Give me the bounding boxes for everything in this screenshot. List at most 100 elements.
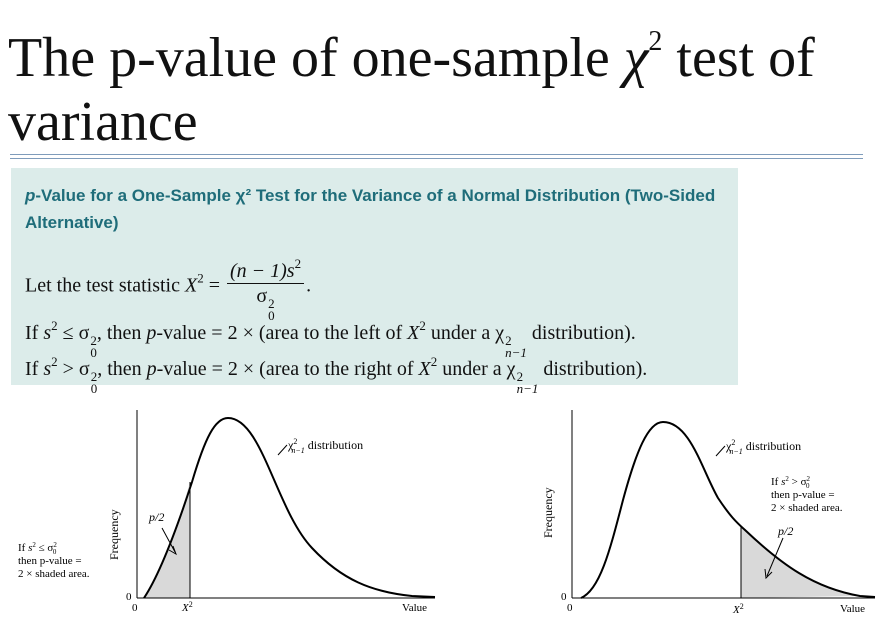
right-x2-X: X [732, 604, 741, 616]
rule-if: If [25, 322, 44, 344]
title-rule-bottom [10, 158, 863, 159]
left-p-half-label: p/2 [148, 510, 164, 524]
left-x-value-label: Value [402, 602, 427, 614]
right-dist-label: χ2 n−1 distribution [725, 438, 801, 456]
box-heading-text: -Value for a One-Sample χ² Test for the … [25, 186, 716, 232]
definition-box: p-Value for a One-Sample χ² Test for the… [11, 168, 738, 395]
rule-sigma-sub: 0 [90, 345, 97, 360]
rule-chi-scripts: 2 n−1 [505, 333, 527, 360]
statistic-formula: Let the test statistic X2 = (n − 1)s2 σ 2 0… [25, 252, 311, 322]
rule-under: under a [437, 358, 507, 380]
rule-s-exp: 2 [51, 354, 58, 369]
rule-chi-exp: 2 [505, 333, 512, 348]
rule-s: s [43, 358, 52, 380]
rule-sigma: σ [78, 322, 90, 344]
left-p-half-pointer [161, 527, 176, 553]
rule-p: p [146, 358, 157, 380]
rule-X-exp: 2 [419, 318, 426, 333]
right-note-s: s [781, 476, 785, 488]
left-dist-exp: 2 [293, 437, 297, 446]
box-heading-p: p [25, 186, 36, 205]
denominator-exp: 2 [268, 296, 275, 311]
rule-sigma-sub: 0 [90, 381, 98, 396]
rule-then: , then [97, 358, 147, 380]
right-ylabel: Frequency [541, 487, 555, 538]
right-note-line2: then p-value = [771, 489, 835, 501]
right-note-op: > σ [789, 476, 807, 488]
left-note-s-exp: 2 [32, 541, 36, 549]
left-note-line3: 2 × shaded area. [18, 568, 90, 580]
statistic-lead: Let the test statistic [25, 274, 185, 297]
left-ylabel: Frequency [107, 509, 121, 560]
right-p-half-pointer [766, 537, 784, 577]
rule-pvalue: -value = 2 × (area to the right of [156, 358, 419, 380]
left-note-s: s [28, 542, 32, 554]
left-note-sig-sub: 0 [53, 548, 57, 556]
rule-chi: χ [495, 322, 505, 344]
rule-X: X [407, 322, 420, 344]
right-x-zero: 0 [567, 602, 573, 614]
rule-under: under a [425, 322, 496, 344]
denominator-sigma: σ [256, 285, 268, 307]
title-text: The p-value of one-sample [8, 27, 624, 89]
right-note-s-exp: 2 [785, 475, 789, 483]
statistic-fraction: (n − 1)s2 σ 2 0 [226, 252, 305, 322]
left-dist-text: distribution [305, 438, 363, 452]
left-note-sig-exp: 2 [53, 541, 57, 549]
title-rule-top [10, 154, 863, 155]
rule-s: s [43, 322, 52, 344]
left-dist-label: χ2 n−1 distribution [287, 437, 363, 455]
left-y-zero: 0 [126, 591, 132, 603]
fraction-numerator: (n − 1)s2 [226, 252, 305, 284]
left-dist-pointer [277, 444, 288, 456]
rule-op: > [57, 358, 79, 380]
slide-title: The p-value of one-sample χ2 test of vari… [8, 10, 874, 154]
rule-tail: distribution). [526, 322, 636, 344]
rule-X-exp: 2 [430, 354, 438, 369]
title-chi-exponent: 2 [648, 26, 663, 57]
left-x2-label: X2 [181, 600, 193, 614]
rule-sigma-exp: 2 [90, 333, 97, 348]
right-note-if: If [771, 476, 781, 488]
left-tail-figure: Frequency χ2 n−1 distribution p/2 0 0 X 2 … [18, 410, 436, 614]
right-note: If s2 > σ2 0 then p-value = 2 × shaded ar… [771, 475, 843, 514]
right-x-value-label: Value [840, 603, 865, 615]
left-p-half-pointer-head [168, 545, 177, 556]
rule-chi: χ [506, 358, 516, 380]
rule-sigma: σ [78, 358, 90, 380]
rule-chi-exp: 2 [516, 369, 524, 384]
left-note-if: If [18, 542, 28, 554]
left-x2-X: X [181, 602, 190, 614]
right-note-sig-exp: 2 [807, 475, 811, 483]
left-chi-square-curve [143, 416, 436, 599]
right-dist-text: distribution [743, 439, 801, 453]
right-note-line3: 2 × shaded area. [771, 502, 843, 514]
left-x-zero: 0 [132, 602, 138, 614]
title-text-end: test of [662, 27, 815, 89]
left-dist-chi: χ [287, 438, 294, 452]
right-dist-exp: 2 [731, 438, 735, 447]
rule-chi-sub: n−1 [516, 381, 539, 396]
right-y-zero: 0 [561, 591, 567, 603]
left-note: If s2 ≤ σ2 0 then p-value = 2 × shaded ar… [18, 541, 90, 580]
rule-if: If [25, 358, 44, 380]
right-tail-figure: Frequency χ2 n−1 distribution If s2 > σ2 0… [541, 410, 876, 616]
rule-then: , then [96, 322, 147, 344]
rule-sigma-exp: 2 [90, 369, 98, 384]
numerator-exp: 2 [294, 256, 302, 271]
rule-tail: distribution). [538, 358, 648, 380]
rule-chi-scripts: 2 n−1 [516, 369, 539, 396]
rule-chi-sub: n−1 [505, 345, 527, 360]
rule-X: X [418, 358, 431, 380]
left-note-line2: then p-value = [18, 555, 82, 567]
title-line2: variance [8, 91, 198, 153]
right-chi-square-curve [580, 420, 876, 599]
rule-op: ≤ [57, 322, 79, 344]
right-x2-label: X2 [732, 602, 744, 616]
left-note-line1: If s2 ≤ σ2 0 [18, 541, 57, 556]
